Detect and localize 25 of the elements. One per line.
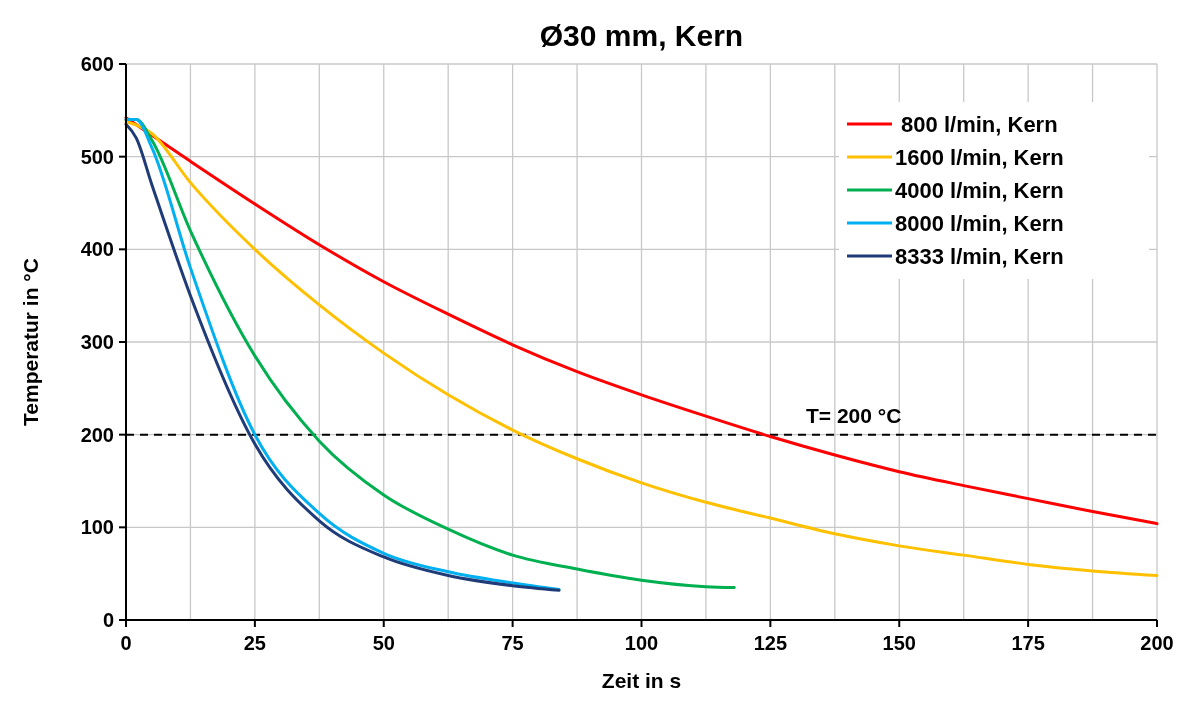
x-tick-label: 75 xyxy=(501,632,524,654)
x-tick-label: 100 xyxy=(624,632,659,654)
y-tick-label: 200 xyxy=(80,423,114,446)
legend-label: 8333 l/min, Kern xyxy=(895,244,1064,269)
y-tick-label: 300 xyxy=(80,331,114,353)
x-tick-label: 175 xyxy=(1011,632,1045,654)
y-tick-label: 500 xyxy=(80,145,114,168)
legend-label: 1600 l/min, Kern xyxy=(895,145,1064,170)
y-tick-label: 100 xyxy=(80,516,114,539)
x-tick-label: 200 xyxy=(1140,632,1174,654)
y-axis-title: Temperatur in °C xyxy=(19,258,42,426)
y-tick-label: 600 xyxy=(80,53,114,75)
x-tick-label: 50 xyxy=(372,632,395,654)
x-axis-title: Zeit in s xyxy=(601,669,682,692)
x-tick-label: 25 xyxy=(243,632,266,654)
x-tick-label: 125 xyxy=(753,632,788,654)
x-tick-label: 0 xyxy=(120,632,132,654)
chart-title: Ø30 mm, Kern xyxy=(539,19,744,52)
x-tick-label: 150 xyxy=(882,632,916,654)
y-tick-label: 400 xyxy=(80,238,114,261)
y-tick-label: 0 xyxy=(102,609,114,631)
legend-label: 4000 l/min, Kern xyxy=(895,178,1064,203)
ref-line-label: T= 200 °C xyxy=(806,403,902,427)
legend-label: 8000 l/min, Kern xyxy=(895,211,1064,236)
legend-label: 800 l/min, Kern xyxy=(895,112,1058,137)
